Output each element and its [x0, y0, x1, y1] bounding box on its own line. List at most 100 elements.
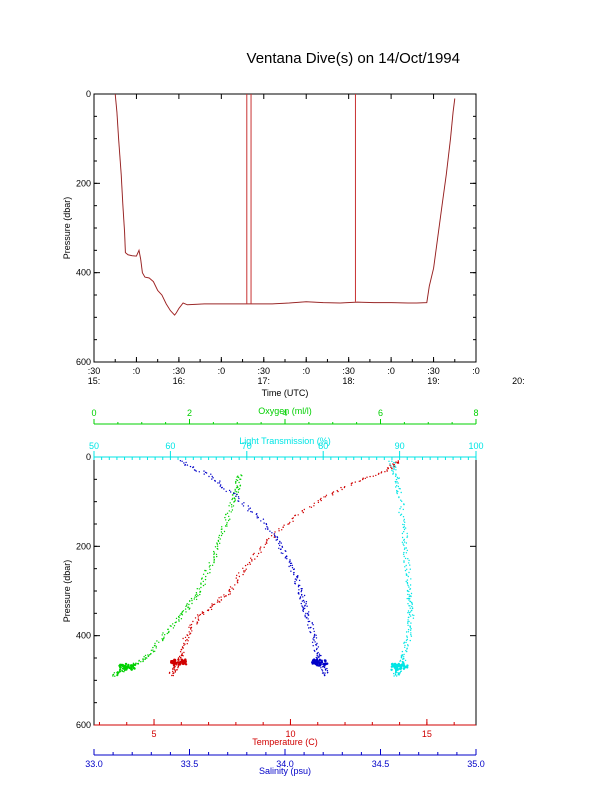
light-point [403, 524, 405, 526]
light-point [402, 526, 405, 529]
salinity-point [298, 593, 300, 595]
top-x-tick-minute: :30 [258, 366, 271, 376]
light-point [403, 551, 405, 554]
oxygen-point [209, 568, 211, 570]
temperature-point [231, 587, 233, 589]
oxygen-point [199, 591, 201, 593]
salinity-tick-label: 34.0 [276, 759, 294, 769]
salinity-point [276, 538, 278, 541]
oxygen-point [230, 504, 233, 506]
salinity-point [299, 584, 301, 587]
oxygen-cluster-point [119, 666, 122, 669]
light-point [398, 672, 401, 674]
oxygen-point [119, 671, 121, 673]
temperature-point [186, 643, 188, 645]
salinity-point [315, 656, 317, 659]
temperature-point [253, 552, 255, 555]
salinity-point [276, 537, 279, 539]
light-point [404, 644, 406, 647]
oxygen-point [228, 510, 230, 512]
light-point [407, 616, 410, 619]
temperature-point [340, 486, 342, 489]
temperature-point [177, 667, 179, 669]
light-point [409, 626, 412, 628]
salinity-point [302, 599, 305, 602]
light-point [404, 659, 407, 662]
light-point [392, 470, 394, 472]
light-point [407, 610, 410, 612]
salinity-axis-label: Salinity (psu) [259, 766, 311, 776]
temperature-point [174, 670, 177, 672]
salinity-profile [179, 460, 329, 677]
salinity-cluster-point [323, 659, 327, 662]
light-point [391, 460, 393, 462]
oxygen-point [161, 634, 163, 636]
salinity-point [211, 478, 213, 480]
temperature-point [386, 469, 388, 471]
oxygen-point [143, 656, 145, 658]
bottom-chart-axes: 0 200 400 600 0 2 4 6 8 50 60 70 80 90 100 5 10 15 33.0 33.… [76, 408, 485, 769]
salinity-cluster-point [326, 662, 329, 665]
oxygen-point [147, 655, 149, 658]
temperature-point [341, 488, 343, 491]
oxygen-point [224, 525, 227, 527]
oxygen-point [114, 675, 116, 677]
temperature-point [196, 614, 199, 616]
light-point [406, 635, 408, 637]
light-point [403, 518, 405, 521]
salinity-point [285, 550, 287, 552]
salinity-point [319, 654, 321, 657]
temperature-point [206, 609, 209, 611]
temperature-point [184, 643, 186, 645]
light-point [395, 466, 397, 468]
temperature-point [228, 590, 230, 592]
temperature-point [177, 665, 180, 668]
light-point [405, 641, 407, 644]
oxygen-cluster-point [133, 667, 136, 670]
salinity-cluster-point [311, 659, 315, 662]
temperature-point [188, 626, 190, 628]
temperature-point [386, 470, 388, 472]
oxygen-tick-label: 4 [282, 408, 287, 418]
temperature-point [292, 517, 294, 519]
light-point [394, 480, 397, 483]
oxygen-point [232, 494, 234, 496]
oxygen-point [236, 485, 238, 487]
oxygen-cluster-point [128, 666, 131, 669]
page-title: Ventana Dive(s) on 14/Oct/1994 [246, 50, 460, 67]
top-y-tick-label: 600 [76, 357, 91, 367]
light-point [409, 615, 412, 617]
oxygen-point [116, 673, 118, 675]
salinity-point [256, 517, 258, 519]
oxygen-point [140, 661, 142, 663]
light-point [403, 561, 405, 563]
salinity-point [303, 594, 306, 597]
temperature-point [243, 570, 245, 572]
salinity-point [321, 666, 324, 668]
top-x-tick-minute: :30 [88, 366, 101, 376]
oxygen-point [209, 564, 211, 567]
oxygen-cluster-point [124, 662, 128, 666]
oxygen-point [142, 660, 144, 663]
oxygen-point [229, 502, 231, 504]
temperature-point [198, 619, 200, 621]
temperature-point [202, 611, 205, 614]
light-point [407, 593, 409, 596]
temperature-point [218, 597, 220, 599]
temperature-point [198, 614, 200, 617]
light-tick-label: 60 [165, 441, 175, 451]
light-point [408, 571, 410, 574]
light-point [408, 586, 410, 588]
salinity-point [192, 466, 194, 469]
light-point [402, 516, 405, 518]
temperature-point [297, 514, 299, 516]
oxygen-point [219, 542, 221, 544]
temperature-point [236, 574, 238, 577]
light-point [409, 600, 412, 603]
temperature-point [387, 467, 389, 470]
light-point [407, 631, 410, 633]
oxygen-point [226, 523, 228, 526]
light-point [402, 553, 405, 555]
temperature-point [187, 640, 189, 642]
light-point [404, 547, 406, 549]
